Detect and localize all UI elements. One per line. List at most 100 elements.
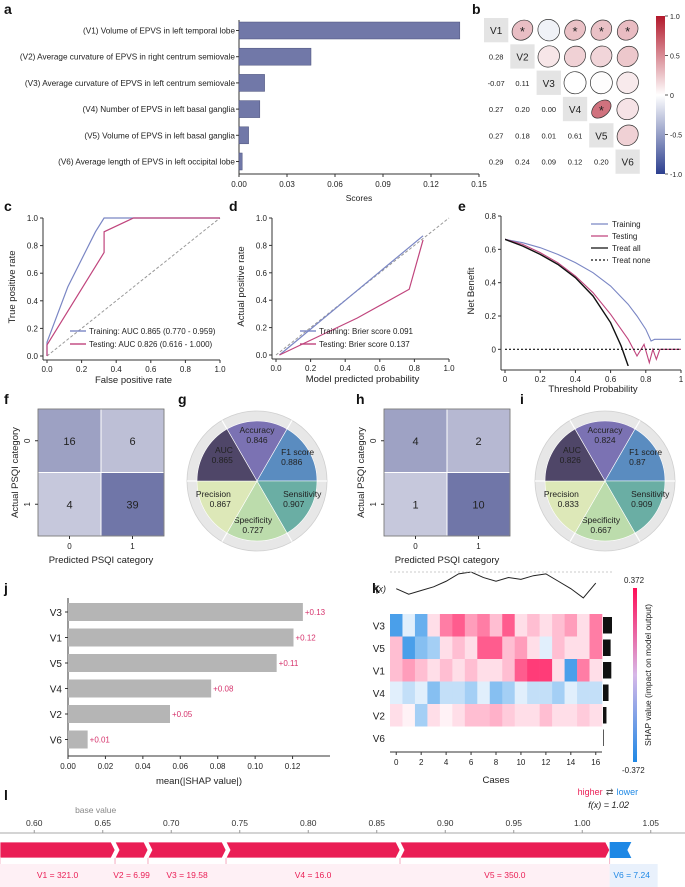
tick-label: 0.8 <box>485 212 497 221</box>
metric-label: Precision <box>196 489 231 499</box>
y-axis-label: Actual positive rate <box>236 246 247 326</box>
category-label: V2 <box>50 710 63 721</box>
metric-label: Sensitivity <box>283 489 322 499</box>
legend-label: Treat none <box>612 256 651 265</box>
legend-label: Testing: AUC 0.826 (0.616 - 1.000) <box>89 340 213 349</box>
y-axis-label: True positive rate <box>7 250 18 323</box>
metric-value: 0.867 <box>210 499 232 509</box>
heatmap-cell <box>477 704 491 727</box>
force-label: V4 = 16.0 <box>295 870 332 880</box>
tick-label: 0.4 <box>485 279 497 288</box>
heatmap-cell <box>427 614 441 637</box>
tick-label: 0.08 <box>210 762 226 771</box>
series-line <box>46 217 220 356</box>
correlation-value: 0.27 <box>489 131 504 140</box>
tick-label: 0.0 <box>41 365 53 374</box>
series-line <box>279 235 424 356</box>
heatmap-cell <box>439 704 453 727</box>
cell-value: 4 <box>66 499 72 511</box>
correlation-value: 0.20 <box>515 105 530 114</box>
tick-label: 0.6 <box>256 269 268 278</box>
tick-label: 12 <box>541 758 550 767</box>
heatmap-cell <box>477 726 491 750</box>
heatmap-cell <box>477 636 491 660</box>
tick-label: 0.80 <box>300 818 317 828</box>
tick-label: 0.2 <box>535 375 547 384</box>
heatmap-cell <box>577 704 590 727</box>
fx-label: f(x) <box>373 584 386 594</box>
tick-label: 0.90 <box>437 818 454 828</box>
tick-label: 0.6 <box>374 364 386 373</box>
heatmap-cell <box>452 681 466 705</box>
heatmap-cell <box>427 636 441 660</box>
tick-label: 0.2 <box>305 364 317 373</box>
heatmap-cell <box>439 614 453 637</box>
bar <box>238 126 249 145</box>
heatmap-cell <box>577 659 590 682</box>
correlation-ellipse <box>590 45 613 68</box>
metric-sector <box>544 480 606 534</box>
tick-label: 16 <box>591 758 600 767</box>
tick-label: 0.6 <box>605 375 617 384</box>
heatmap-cell <box>427 704 441 727</box>
tick-label: 0.2 <box>256 324 268 333</box>
colorbar-label: -0.5 <box>670 133 682 140</box>
heatmap-cell <box>589 681 603 705</box>
heatmap-cell <box>577 726 590 750</box>
feature-label: V5 <box>373 644 386 655</box>
heatmap-cell <box>452 704 466 727</box>
force-connector <box>147 858 227 864</box>
category-label: V4 <box>50 685 63 696</box>
heatmap-cell <box>414 726 428 750</box>
heatmap-cell <box>402 659 416 682</box>
panel-letter-d: d <box>229 198 238 214</box>
variable-label: V4 <box>569 105 582 116</box>
legend-label: Training: AUC 0.865 (0.770 - 0.959) <box>89 327 216 336</box>
metric-value: 0.824 <box>594 435 616 445</box>
heatmap-cell <box>502 726 516 750</box>
tick-label: 0.0 <box>27 352 39 361</box>
bar <box>238 21 461 40</box>
heatmap-cell <box>589 659 603 682</box>
bar <box>238 74 265 92</box>
diag-cell <box>615 149 640 174</box>
tick-label: 0 <box>23 438 32 443</box>
panel-e: 0 0.2 0.4 0.6 0.8 1 0 0.2 0.4 0.6 0.8 Training Testi… <box>466 212 684 395</box>
x-axis-label: Scores <box>346 193 372 203</box>
ring-divider <box>221 532 228 542</box>
metric-sector <box>544 428 606 482</box>
correlation-ellipse <box>589 71 613 95</box>
ring-divider <box>569 532 576 542</box>
label-band-negative <box>609 864 658 887</box>
force-label: V6 = 7.24 <box>613 870 650 880</box>
colorbar-title: SHAP value (impact on model output) <box>643 604 653 746</box>
force-segment-positive <box>225 841 401 859</box>
tick-label: 0.75 <box>231 818 248 828</box>
heatmap-cell <box>464 636 478 660</box>
tick-label: 0.10 <box>247 762 263 771</box>
tick-label: 0.95 <box>505 818 522 828</box>
heatmap-cell <box>477 614 491 637</box>
tick-label: 0.8 <box>640 375 652 384</box>
heatmap-cell <box>502 659 516 682</box>
base-value-label: base value <box>75 805 116 815</box>
heatmap-cell <box>539 704 553 727</box>
heatmap-cell <box>439 636 453 660</box>
tick-label: 0.6 <box>145 365 157 374</box>
metric-value: 0.865 <box>212 455 234 465</box>
metric-label: AUC <box>215 445 233 455</box>
x-axis-label: mean(|SHAP value|) <box>156 776 242 787</box>
variable-label: V3 <box>543 79 556 90</box>
tick-label: 0.12 <box>285 762 301 771</box>
colorbar-label: 0.5 <box>670 54 680 61</box>
metric-label: Specificity <box>234 515 273 525</box>
fx-value-label: f(x) = 1.02 <box>588 800 629 810</box>
metric-value: 0.909 <box>631 499 653 509</box>
heatmap-cell <box>402 681 416 705</box>
heatmap-cell <box>527 636 540 660</box>
correlation-ellipse <box>564 45 586 68</box>
label-band-positive <box>0 864 610 887</box>
correlation-value: 0.61 <box>568 131 583 140</box>
importance-bar <box>603 639 611 656</box>
tick-label: 0 <box>67 542 72 551</box>
